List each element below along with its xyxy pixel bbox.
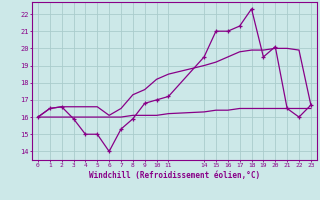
X-axis label: Windchill (Refroidissement éolien,°C): Windchill (Refroidissement éolien,°C): [89, 171, 260, 180]
